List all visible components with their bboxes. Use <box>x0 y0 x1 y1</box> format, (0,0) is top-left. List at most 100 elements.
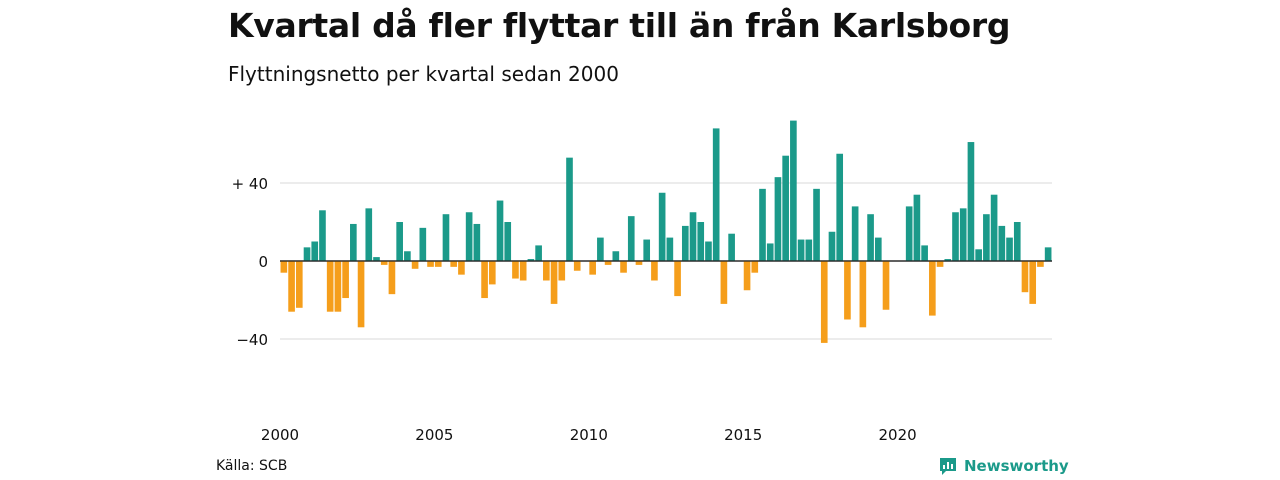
x-tick-label: 2000 <box>261 426 299 444</box>
bar <box>280 261 288 273</box>
bar <box>766 243 774 261</box>
bar <box>434 261 442 267</box>
bar <box>844 261 851 320</box>
bar <box>666 237 674 261</box>
x-tick-label: 2015 <box>724 426 762 444</box>
bar <box>380 261 388 265</box>
x-tick-label: 2020 <box>879 426 917 444</box>
bar <box>813 188 820 261</box>
bar <box>720 261 728 304</box>
bar <box>967 142 975 261</box>
bar <box>288 261 295 312</box>
bar <box>836 153 844 261</box>
brand-logo[interactable]: Newsworthy <box>938 456 1069 476</box>
bar <box>790 120 797 261</box>
chart-subtitle: Flyttningsnetto per kvartal sedan 2000 <box>228 62 619 86</box>
bar <box>512 261 519 279</box>
x-tick-label: 2005 <box>415 426 453 444</box>
bar <box>373 257 380 261</box>
bar <box>882 261 890 310</box>
bar <box>450 261 458 267</box>
bar <box>1044 247 1052 261</box>
bar <box>319 210 326 261</box>
bar <box>1006 237 1013 261</box>
bar <box>334 261 342 312</box>
bar <box>519 261 527 281</box>
source-note: Källa: SCB <box>216 458 288 474</box>
bar <box>573 261 581 271</box>
bar <box>751 261 759 273</box>
y-tick-label: −40 <box>236 331 268 349</box>
bar <box>543 261 550 281</box>
bar <box>411 261 419 269</box>
bar <box>782 155 789 261</box>
bar <box>427 261 434 267</box>
bar <box>396 222 403 261</box>
bar <box>975 249 982 261</box>
bar <box>488 261 496 285</box>
bar <box>921 245 928 261</box>
y-tick-label: 0 <box>258 253 268 271</box>
bar <box>913 194 921 261</box>
bar <box>952 212 959 261</box>
bar <box>728 233 735 261</box>
bar <box>535 245 542 261</box>
bar <box>295 261 303 308</box>
bar <box>929 261 936 316</box>
bar <box>620 261 627 273</box>
bar <box>303 247 311 261</box>
bar <box>1013 222 1021 261</box>
bar <box>473 223 481 261</box>
brand-name: Newsworthy <box>964 457 1069 475</box>
bar <box>504 222 512 261</box>
bar <box>589 261 596 275</box>
bar <box>658 192 666 261</box>
bar <box>681 225 689 261</box>
bar <box>388 261 396 295</box>
bar <box>635 261 643 265</box>
chart-title: Kvartal då fler flyttar till än från Kar… <box>228 6 1011 45</box>
bar <box>465 212 473 261</box>
bar <box>743 261 751 291</box>
bar <box>311 241 319 261</box>
bar <box>759 188 766 261</box>
bar <box>859 261 867 328</box>
bar <box>350 223 357 261</box>
bar <box>404 251 411 261</box>
x-tick-label: 2010 <box>570 426 608 444</box>
bar <box>442 214 450 261</box>
bar <box>851 206 859 261</box>
bar <box>419 227 427 261</box>
bar <box>797 239 805 261</box>
bar <box>905 206 913 261</box>
bar <box>697 222 705 261</box>
bar <box>365 208 373 261</box>
bar <box>874 237 882 261</box>
bar <box>496 200 504 261</box>
bar <box>1029 261 1037 304</box>
bar <box>550 261 558 304</box>
bar <box>612 251 620 261</box>
bar <box>674 261 681 297</box>
bar <box>342 261 349 299</box>
bar <box>597 237 604 261</box>
y-tick-label: + 40 <box>232 175 268 193</box>
bar <box>820 261 828 343</box>
bar <box>705 241 712 261</box>
bar <box>481 261 488 299</box>
bar <box>1021 261 1029 293</box>
bar <box>828 231 836 261</box>
bar <box>558 261 566 281</box>
newsworthy-logo-icon <box>940 458 956 475</box>
bar <box>944 259 952 261</box>
bar <box>527 259 535 261</box>
bar <box>357 261 365 328</box>
bar <box>651 261 658 281</box>
bar <box>643 239 651 261</box>
bar <box>566 157 573 261</box>
bar <box>1037 261 1044 267</box>
bar <box>805 239 813 261</box>
bar <box>326 261 334 312</box>
bar <box>959 208 967 261</box>
